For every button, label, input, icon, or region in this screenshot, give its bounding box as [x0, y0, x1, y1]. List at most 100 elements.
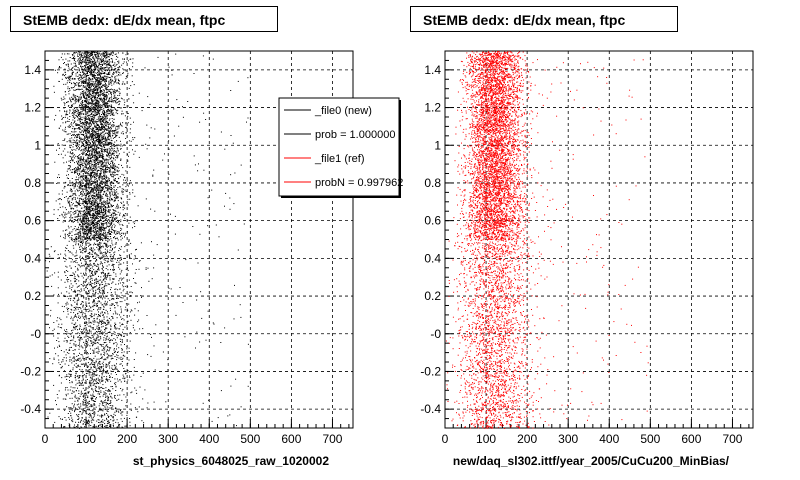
- data-point: [97, 108, 99, 110]
- data-point: [108, 99, 110, 101]
- data-point: [97, 198, 99, 200]
- data-point: [90, 184, 92, 186]
- data-point: [97, 151, 99, 153]
- data-point: [101, 80, 103, 82]
- data-point: [83, 140, 85, 142]
- data-point: [98, 83, 100, 85]
- data-point: [77, 161, 79, 163]
- data-point: [93, 84, 95, 86]
- data-point: [85, 233, 86, 235]
- data-point: [103, 201, 105, 203]
- data-point: [102, 201, 104, 203]
- data-point: [107, 160, 109, 162]
- data-point: [96, 86, 98, 88]
- data-point: [101, 148, 103, 150]
- data-point: [90, 232, 92, 234]
- data-point: [96, 148, 98, 150]
- data-point: [88, 140, 90, 142]
- data-point: [68, 53, 70, 55]
- data-point: [103, 62, 105, 64]
- data-point: [116, 131, 118, 133]
- data-point: [115, 233, 117, 235]
- data-point: [113, 187, 115, 188]
- data-point: [113, 209, 115, 211]
- data-point: [89, 83, 91, 85]
- data-point: [95, 205, 97, 207]
- data-point: [68, 202, 70, 204]
- data-point: [76, 170, 78, 172]
- data-point: [100, 127, 102, 129]
- data-point: [106, 78, 108, 80]
- data-point: [110, 184, 112, 186]
- data-point: [121, 228, 123, 230]
- data-point: [95, 226, 97, 228]
- data-point: [88, 137, 90, 139]
- data-point: [122, 232, 124, 234]
- data-point: [96, 135, 98, 137]
- data-point: [111, 118, 113, 119]
- data-point: [111, 216, 113, 218]
- data-point: [102, 204, 104, 206]
- data-point: [106, 95, 108, 97]
- data-point: [74, 121, 75, 123]
- data-point: [112, 209, 114, 210]
- data-point: [92, 53, 94, 55]
- data-point: [110, 206, 112, 208]
- data-point: [75, 75, 77, 77]
- data-point: [90, 191, 92, 193]
- data-point: [105, 176, 107, 178]
- data-point: [105, 84, 107, 86]
- data-point: [101, 233, 103, 235]
- data-point: [75, 169, 77, 171]
- data-point: [118, 104, 120, 106]
- data-point: [76, 238, 78, 240]
- data-point: [96, 159, 98, 161]
- data-point: [113, 230, 115, 232]
- data-point: [91, 154, 93, 155]
- data-point: [121, 192, 123, 194]
- data-point: [83, 69, 85, 70]
- data-point: [88, 183, 90, 185]
- data-point: [101, 162, 103, 164]
- data-point: [120, 97, 122, 99]
- data-point: [119, 212, 121, 214]
- data-point: [84, 223, 86, 225]
- data-point: [98, 77, 100, 79]
- data-point: [109, 236, 111, 238]
- data-point: [100, 90, 102, 92]
- data-point: [80, 141, 82, 143]
- data-point: [97, 102, 99, 104]
- data-point: [119, 66, 121, 68]
- y-tick-label: 0.6: [24, 214, 41, 228]
- data-point: [86, 153, 87, 154]
- data-point: [70, 195, 72, 197]
- data-point: [84, 163, 86, 165]
- data-point: [95, 229, 97, 231]
- data-point: [96, 175, 98, 177]
- data-point: [83, 207, 85, 209]
- data-point: [101, 148, 103, 149]
- data-point: [78, 210, 80, 212]
- data-point: [117, 187, 119, 189]
- data-point: [110, 209, 111, 211]
- data-point: [88, 102, 90, 104]
- data-point: [82, 233, 84, 235]
- data-point: [107, 205, 109, 207]
- data-point: [71, 235, 73, 236]
- data-point: [96, 111, 98, 113]
- data-point: [106, 57, 108, 59]
- data-point: [79, 215, 81, 217]
- data-point: [87, 52, 88, 54]
- data-point: [68, 232, 70, 234]
- data-point: [101, 176, 103, 178]
- data-point: [105, 179, 106, 181]
- data-point: [99, 168, 101, 169]
- data-point: [72, 115, 74, 116]
- data-point: [118, 153, 120, 155]
- data-point: [116, 140, 118, 142]
- data-point: [85, 119, 87, 120]
- data-point: [113, 167, 115, 169]
- data-point: [93, 185, 95, 187]
- data-point: [68, 124, 70, 126]
- data-point: [89, 225, 91, 227]
